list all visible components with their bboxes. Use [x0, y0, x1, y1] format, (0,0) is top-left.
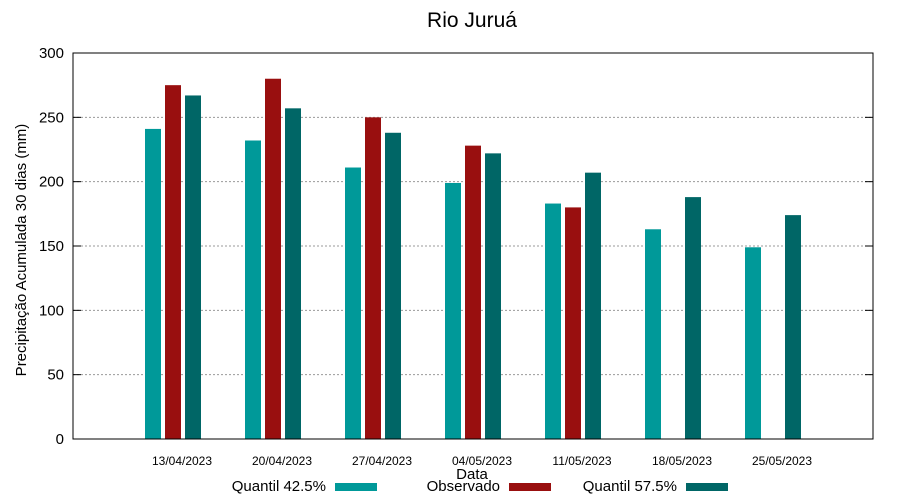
y-tick-label: 100	[39, 302, 64, 319]
bar	[285, 108, 301, 440]
bar	[785, 215, 801, 439]
legend-swatch	[335, 483, 377, 491]
y-tick-label: 50	[47, 367, 64, 384]
bar	[165, 85, 181, 440]
legend-label: Quantil 42.5%	[232, 478, 326, 495]
bar	[585, 172, 601, 439]
bar	[445, 182, 461, 439]
bar	[345, 167, 361, 439]
x-tick-label: 18/05/2023	[652, 454, 712, 468]
x-tick-label: 20/04/2023	[252, 454, 312, 468]
bar	[485, 153, 501, 440]
legend-label: Quantil 57.5%	[583, 478, 677, 495]
legend-swatch	[686, 483, 728, 491]
bar	[745, 247, 761, 439]
y-tick-label: 150	[39, 238, 64, 255]
bar	[265, 78, 281, 439]
x-tick-label: 25/05/2023	[752, 454, 812, 468]
legend-label: Observado	[427, 478, 500, 495]
y-tick-label: 250	[39, 109, 64, 126]
bar	[565, 207, 581, 439]
bar	[385, 132, 401, 440]
x-tick-label: 11/05/2023	[552, 454, 611, 468]
y-tick-label: 0	[56, 431, 64, 448]
bar	[145, 128, 161, 439]
bar-group	[145, 78, 801, 440]
bar	[245, 140, 261, 439]
bar	[185, 95, 201, 440]
y-axis-ticks: 0 50 100 150 200 250 300	[39, 45, 873, 448]
y-axis-label: Precipitação Acumulada 30 dias (mm)	[13, 124, 30, 377]
x-axis-ticks: 13/04/2023 20/04/2023 27/04/2023 04/05/2023…	[152, 454, 812, 468]
bar	[645, 229, 661, 439]
legend: Quantil 42.5% Observado Quantil 57.5%	[232, 478, 728, 495]
x-tick-label: 04/05/2023	[452, 454, 512, 468]
x-tick-label: 27/04/2023	[352, 454, 412, 468]
y-tick-label: 300	[39, 45, 64, 62]
x-tick-label: 13/04/2023	[152, 454, 212, 468]
bar	[465, 145, 481, 439]
bar	[545, 203, 561, 439]
y-tick-label: 200	[39, 174, 64, 191]
bar	[365, 117, 381, 439]
x-axis-label: Data	[456, 466, 488, 483]
chart-title: Rio Juruá	[427, 9, 517, 32]
bar	[685, 197, 701, 439]
legend-swatch	[509, 483, 551, 491]
